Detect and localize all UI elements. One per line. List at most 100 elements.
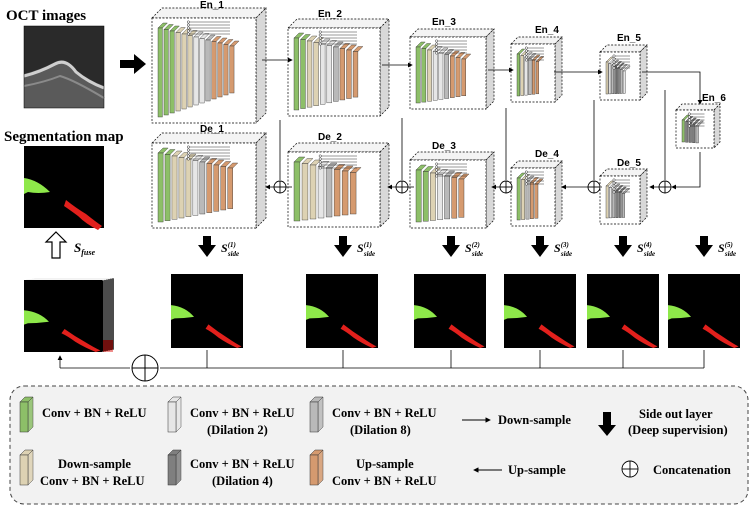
- layer-slab: [455, 57, 461, 97]
- layer-slab: [415, 46, 421, 104]
- layer-slab: [199, 38, 205, 104]
- de2-label: De_2: [318, 132, 342, 143]
- legend-downsample-line2: Conv + BN + ReLU: [40, 474, 145, 488]
- layer-slab: [437, 174, 443, 220]
- encoder-block-en4: [510, 36, 563, 103]
- layer-slab: [535, 61, 539, 95]
- legend-conv-d4-line1: Conv + BN + ReLU: [190, 457, 295, 471]
- legend-swatch-conv-d4: [167, 449, 182, 486]
- legend-side-out-line2: (Deep supervision): [628, 423, 728, 437]
- decoder-block-de2: [287, 142, 390, 228]
- legend-swatch-upsample: [309, 449, 324, 486]
- de3-label: De_3: [432, 141, 456, 152]
- side-out-label: S(5) side: [718, 241, 736, 258]
- layer-slab: [349, 172, 357, 215]
- concat-icon: [658, 180, 672, 194]
- layer-slab: [524, 56, 528, 96]
- layer-slab: [163, 29, 169, 116]
- layer-slab: [692, 124, 696, 143]
- layer-slab: [520, 55, 524, 96]
- side-out-label: S(2) side: [465, 241, 483, 258]
- layer-slab: [615, 190, 619, 218]
- en4-label: En_4: [535, 25, 559, 36]
- layer-slab: [695, 125, 699, 144]
- concat-icon: [273, 180, 287, 194]
- fused-output-image: [24, 280, 102, 352]
- layer-slab: [192, 160, 199, 216]
- fused-output-stack: [23, 277, 115, 353]
- layer-slab: [430, 172, 436, 221]
- en2-label: En_2: [318, 9, 342, 20]
- layer-slab: [185, 158, 192, 217]
- legend-swatch-downsample: [19, 449, 34, 486]
- de1-label: De_1: [200, 124, 224, 135]
- side-out-arrow-icon: [334, 236, 352, 257]
- layer-slab: [169, 30, 175, 114]
- layer-slab: [306, 40, 313, 108]
- decoder-block-de5: [599, 168, 648, 225]
- layer-slab: [450, 55, 455, 98]
- layer-slab: [229, 45, 235, 94]
- layer-slab: [157, 152, 164, 223]
- skip-connections: [279, 90, 666, 180]
- layer-slab: [415, 169, 422, 223]
- legend-swatch-conv: [19, 396, 34, 433]
- layer-slab: [617, 67, 620, 94]
- side-output-image: [414, 274, 486, 348]
- side-out-label: S(3) side: [554, 241, 572, 258]
- legend-conv-d2-line2: (Dilation 2): [207, 423, 268, 437]
- layer-slab: [532, 59, 536, 95]
- legend-side-out-arrow-icon: [598, 412, 616, 436]
- layer-slab: [605, 185, 609, 219]
- layer-slab: [309, 164, 317, 220]
- layer-slab: [525, 180, 530, 220]
- layer-slab: [516, 177, 521, 221]
- en6-label: En_6: [702, 93, 726, 104]
- layer-slab: [521, 179, 525, 220]
- side-out-arrow-icon: [442, 236, 460, 257]
- layer-slab: [681, 119, 685, 143]
- layer-slab: [325, 167, 333, 218]
- concat-icon: [587, 180, 601, 194]
- layer-slab: [528, 58, 532, 95]
- layer-slab: [164, 154, 171, 221]
- layer-slab: [516, 53, 520, 97]
- layer-slab: [300, 39, 306, 109]
- segmentation-map-output: [24, 146, 104, 230]
- layer-slab: [217, 42, 223, 98]
- decoder-block-de4: [510, 160, 563, 227]
- layer-slab: [432, 51, 438, 101]
- layer-slab: [451, 177, 458, 219]
- encoder-block-en5: [599, 44, 648, 101]
- layer-slab: [421, 48, 427, 103]
- side-out-arrow-icon: [695, 236, 713, 257]
- layer-slab: [293, 161, 301, 222]
- en3-label: En_3: [432, 17, 456, 28]
- layer-slab: [171, 155, 178, 220]
- layer-slab: [339, 48, 345, 101]
- layer-slab: [620, 69, 623, 94]
- layer-slab: [320, 43, 326, 105]
- legend-downsample-line1: Down-sample: [58, 457, 131, 471]
- fusion-lines: [57, 350, 705, 369]
- side-out-arrow-icon: [614, 236, 632, 257]
- concat-icon: [621, 460, 639, 478]
- side-out-arrow-icon: [531, 236, 549, 257]
- legend-swatch-conv-d8: [309, 396, 324, 433]
- concat-circles: [273, 180, 672, 194]
- layer-slab: [422, 171, 429, 222]
- layer-slab: [301, 163, 309, 221]
- layer-slab: [618, 191, 622, 218]
- de4-label: De_4: [535, 149, 559, 160]
- encoder-block-en1: [151, 7, 267, 124]
- side-out-label: S(1) side: [221, 241, 239, 258]
- decoder-block-de1: [151, 132, 267, 229]
- layer-slab: [352, 51, 359, 98]
- legend-up-arrow-label: Up-sample: [508, 463, 566, 477]
- layer-slab: [685, 121, 689, 143]
- layer-slab: [205, 39, 211, 102]
- de5-label: De_5: [617, 158, 641, 169]
- en1-label: En_1: [200, 0, 224, 11]
- legend-conv-d8-line2: (Dilation 8): [350, 423, 411, 437]
